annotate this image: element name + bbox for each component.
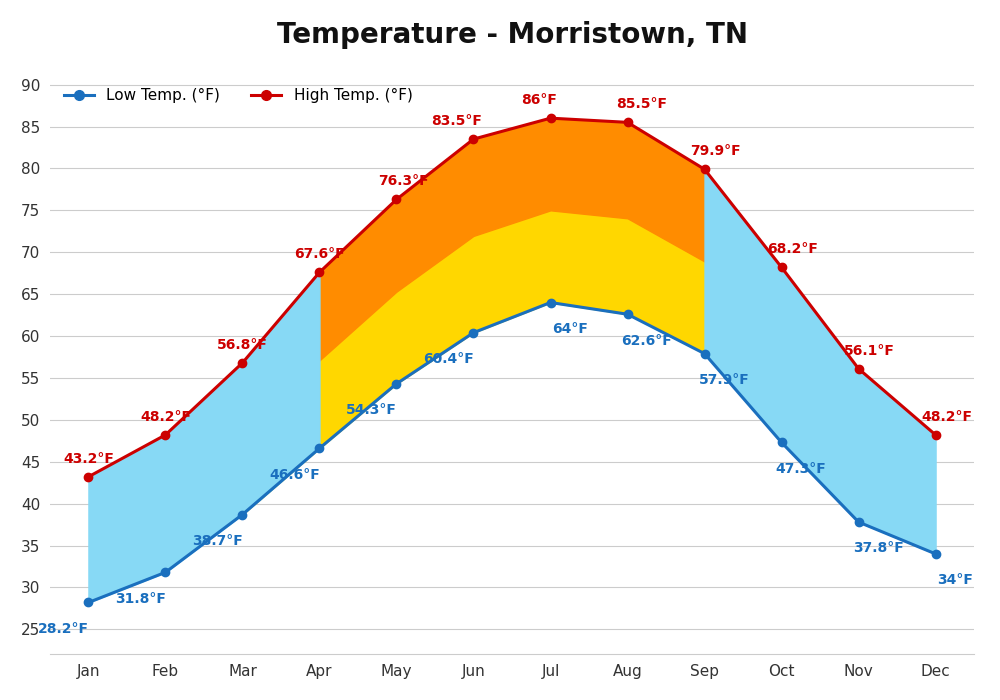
Text: 54.3°F: 54.3°F xyxy=(346,403,397,417)
Title: Temperature - Morristown, TN: Temperature - Morristown, TN xyxy=(277,21,748,49)
Text: 38.7°F: 38.7°F xyxy=(192,534,243,548)
Text: 48.2°F: 48.2°F xyxy=(921,410,972,424)
Text: 83.5°F: 83.5°F xyxy=(431,114,482,128)
Text: 79.9°F: 79.9°F xyxy=(690,144,741,158)
Text: 37.8°F: 37.8°F xyxy=(853,542,903,556)
Text: 56.1°F: 56.1°F xyxy=(844,344,895,358)
Text: 57.9°F: 57.9°F xyxy=(699,373,749,387)
Text: 47.3°F: 47.3°F xyxy=(776,462,826,476)
Text: 43.2°F: 43.2°F xyxy=(63,452,114,466)
Text: 34°F: 34°F xyxy=(937,573,973,587)
Text: 60.4°F: 60.4°F xyxy=(423,352,474,366)
Text: 62.6°F: 62.6°F xyxy=(622,334,672,348)
Text: 46.6°F: 46.6°F xyxy=(269,468,320,482)
Text: 64°F: 64°F xyxy=(552,322,588,336)
Text: 85.5°F: 85.5°F xyxy=(616,97,667,111)
Text: 56.8°F: 56.8°F xyxy=(217,337,268,351)
Text: 86°F: 86°F xyxy=(521,93,557,107)
Text: 76.3°F: 76.3°F xyxy=(378,174,429,188)
Text: 67.6°F: 67.6°F xyxy=(294,247,345,261)
Text: 28.2°F: 28.2°F xyxy=(38,622,89,636)
Text: 68.2°F: 68.2°F xyxy=(767,242,818,256)
Text: 48.2°F: 48.2°F xyxy=(140,410,191,424)
Text: 31.8°F: 31.8°F xyxy=(115,592,166,606)
Legend: Low Temp. (°F), High Temp. (°F): Low Temp. (°F), High Temp. (°F) xyxy=(58,82,419,109)
